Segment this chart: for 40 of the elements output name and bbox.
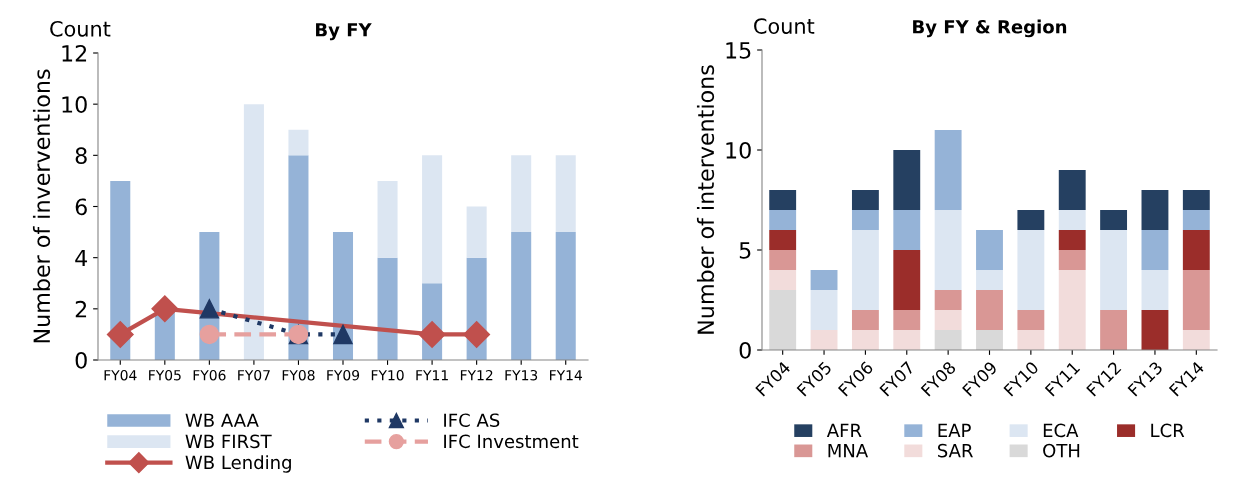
text: Count: [50, 20, 111, 37]
chart-title: By FY: [316, 23, 372, 41]
y-axis-title: Number of interventions: [696, 65, 715, 334]
legend-label: WB Lending: [185, 455, 291, 473]
x-tick-label: FY07: [238, 369, 270, 381]
legend-label: WB AAA: [185, 413, 259, 427]
legend-label: IFC Investment: [444, 434, 579, 449]
x-tick-label: FY06: [193, 369, 226, 381]
x-tick-label: FY13: [505, 369, 538, 381]
legend-label: IFC AS: [444, 413, 500, 428]
legend-label: WB FIRST: [185, 434, 272, 449]
y-tick-label: 12: [62, 44, 87, 62]
x-tick-label: FY09: [327, 369, 360, 381]
y-tick-label: 4: [75, 249, 88, 267]
x-tick-label: FY11: [416, 370, 448, 381]
legend-label: OTH: [1043, 443, 1080, 458]
y-tick-label: 8: [75, 147, 87, 165]
y-tick-label: 5: [739, 242, 751, 259]
y-tick-label: 15: [726, 42, 751, 59]
y-axis-title: Number of inverventions: [32, 69, 51, 343]
x-tick-label: FY14: [550, 370, 583, 381]
text: Count: [754, 18, 815, 34]
y-tick-label: 10: [726, 141, 751, 159]
legend-label: AFR: [826, 423, 862, 437]
legend-label: LCR: [1151, 423, 1185, 438]
x-tick-label: FY04: [104, 369, 137, 381]
chart-title: By FY & Region: [913, 19, 1067, 38]
y-tick-label: 0: [739, 341, 751, 359]
legend-label: SAR: [937, 443, 973, 458]
x-tick-label: FY10: [371, 369, 404, 381]
legend-label: EAP: [938, 423, 971, 437]
legend-label: ECA: [1043, 423, 1079, 438]
y-tick-label: 0: [75, 351, 87, 369]
x-tick-label: FY12: [460, 369, 493, 381]
y-tick-label: 6: [75, 198, 87, 216]
y-tick-label: 2: [75, 300, 87, 318]
x-tick-label: FY05: [149, 369, 181, 381]
x-tick-label: FY08: [282, 369, 315, 381]
y-tick-label: 10: [62, 96, 87, 113]
legend-label: MNA: [828, 443, 869, 458]
